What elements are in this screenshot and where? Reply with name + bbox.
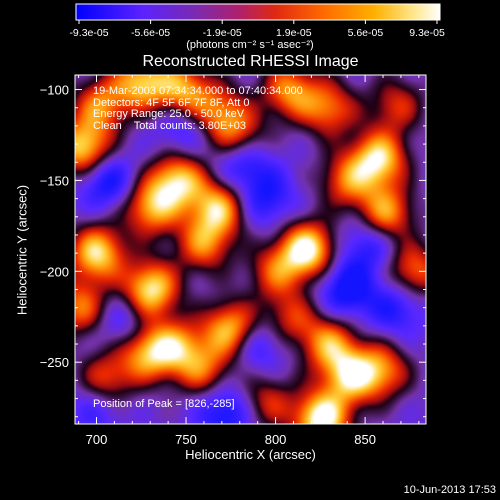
info-annotations: 19-Mar-2003 07:34:34.000 to 07:40:34.000… [93,85,303,132]
colorbar-tick-label: -5.6e-05 [131,27,170,39]
x-axis-label: Heliocentric X (arcsec) [185,447,316,462]
y-tick-label: −200 [40,264,69,279]
plot-frame [74,74,427,425]
y-tick-label: −150 [40,173,69,188]
colorbar-ticks: -9.3e-05 -5.6e-05 -1.9e-05 1.9e-05 5.6e-05 9.… [69,20,445,39]
colorbar [75,3,441,21]
colorbar-tick-label: 1.9e-05 [276,27,312,39]
colorbar-tick-label: -9.3e-05 [69,27,108,39]
chart-title: Reconstructed RHESSI Image [142,53,359,70]
x-tick-label: 750 [175,432,197,447]
x-tick-label: 800 [265,432,287,447]
info-total-counts: Clean Total counts: 3.80E+03 [93,119,246,132]
colorbar-tick-label: -1.9e-05 [203,27,242,39]
info-detectors: Detectors: 4F 5F 6F 7F 8F, Att 0 [93,96,250,109]
info-energy-range: Energy Range: 25.0 - 50.0 keV [93,108,245,120]
footer-date: 10-Jun-2013 17:53 [403,484,496,496]
y-tick-label: −250 [40,355,69,370]
peak-position-label: Position of Peak = [826,-285] [93,398,235,410]
x-tick-label: 850 [354,432,376,447]
info-time-range: 19-Mar-2003 07:34:34.000 to 07:40:34.000 [93,85,303,97]
colorbar-unit-label: (photons cm⁻² s⁻¹ asec⁻²) [186,39,314,51]
colorbar-tick-label: 5.6e-05 [348,27,384,39]
y-axis-label: Heliocentric Y (arcsec) [14,184,30,316]
axes: 700 750 800 850 −100 −150 −200 −250 [40,75,426,447]
x-tick-label: 700 [86,432,108,447]
colorbar-tick-label: 9.3e-05 [409,27,445,39]
heatmap-plot: 700 750 800 850 −100 −150 −200 −250 [40,74,427,447]
y-tick-label: −100 [40,83,69,98]
heatmap-image [75,75,426,424]
